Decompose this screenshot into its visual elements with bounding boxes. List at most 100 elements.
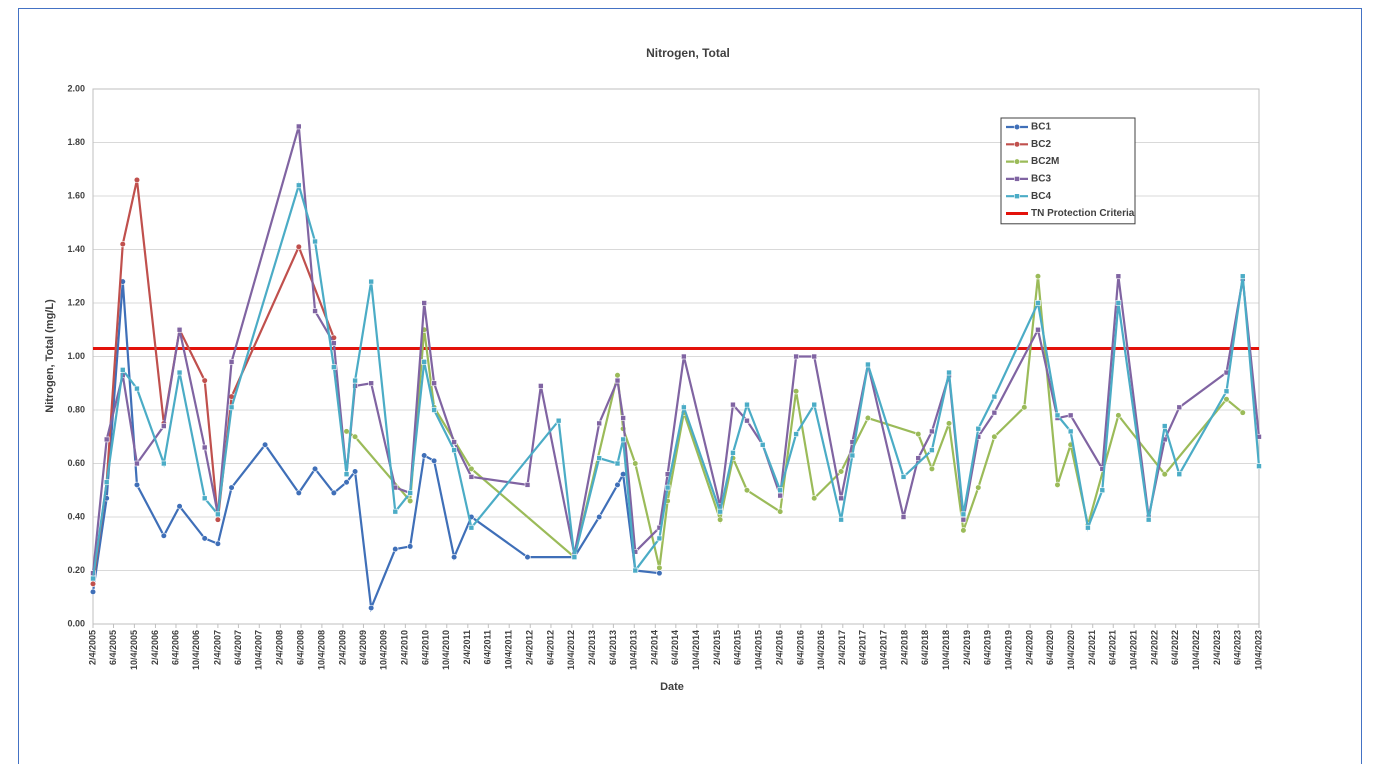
marker bbox=[656, 535, 663, 542]
legend-label: BC2 bbox=[1031, 139, 1051, 150]
marker bbox=[1115, 273, 1122, 280]
marker bbox=[555, 417, 562, 424]
marker bbox=[596, 455, 602, 461]
x-tick-label: 6/4/2010 bbox=[420, 630, 430, 665]
marker bbox=[1085, 524, 1091, 531]
marker bbox=[1099, 487, 1106, 494]
x-tick-label: 2/4/2009 bbox=[337, 630, 347, 665]
x-tick-label: 2/4/2012 bbox=[525, 630, 535, 665]
legend-marker bbox=[1014, 193, 1020, 199]
marker bbox=[717, 508, 723, 515]
marker bbox=[201, 495, 208, 502]
marker bbox=[929, 428, 935, 435]
x-tick-label: 6/4/2012 bbox=[545, 630, 555, 665]
x-tick-label: 2/4/2010 bbox=[400, 630, 410, 665]
marker bbox=[1067, 428, 1074, 435]
marker bbox=[614, 460, 621, 467]
marker bbox=[161, 423, 167, 429]
marker bbox=[915, 455, 922, 461]
x-tick-label: 2/4/2015 bbox=[712, 630, 722, 665]
y-tick-label: 2.00 bbox=[67, 83, 85, 93]
x-tick-label: 2/4/2005 bbox=[87, 630, 97, 665]
marker bbox=[1035, 326, 1041, 333]
marker bbox=[614, 372, 621, 379]
marker bbox=[451, 554, 458, 561]
marker bbox=[368, 380, 374, 387]
marker bbox=[331, 364, 337, 371]
marker bbox=[1223, 396, 1230, 403]
legend-label: BC3 bbox=[1031, 174, 1051, 185]
x-tick-label: 2/4/2018 bbox=[900, 630, 910, 665]
marker bbox=[743, 487, 751, 494]
marker bbox=[407, 490, 413, 496]
legend-label: BC2M bbox=[1031, 156, 1059, 167]
marker bbox=[176, 503, 183, 510]
x-tick-label: 10/4/2015 bbox=[754, 630, 764, 670]
marker bbox=[538, 383, 544, 389]
marker bbox=[524, 482, 531, 488]
marker bbox=[160, 532, 167, 539]
x-tick-label: 10/4/2012 bbox=[566, 630, 576, 670]
marker bbox=[119, 241, 126, 248]
x-axis-label: Date bbox=[660, 681, 684, 693]
legend-marker bbox=[1013, 123, 1021, 131]
x-tick-label: 6/4/2023 bbox=[1233, 630, 1243, 665]
marker bbox=[214, 540, 221, 547]
marker bbox=[596, 420, 602, 427]
marker bbox=[1176, 404, 1183, 411]
x-tick-label: 6/4/2013 bbox=[608, 630, 618, 665]
x-tick-label: 2/4/2022 bbox=[1150, 630, 1160, 665]
y-tick-label: 0.00 bbox=[67, 618, 85, 628]
marker bbox=[960, 527, 967, 534]
marker bbox=[681, 404, 687, 411]
marker bbox=[837, 468, 845, 475]
x-tick-label: 10/4/2021 bbox=[1128, 630, 1138, 670]
marker bbox=[744, 401, 750, 408]
marker bbox=[134, 460, 140, 467]
marker bbox=[620, 436, 626, 443]
marker bbox=[1115, 300, 1122, 306]
x-tick-label: 2/4/2020 bbox=[1024, 630, 1034, 665]
marker bbox=[351, 468, 359, 475]
legend-label: TN Protection Criteria bbox=[1031, 208, 1135, 219]
y-tick-label: 1.40 bbox=[67, 244, 85, 254]
marker bbox=[620, 415, 626, 421]
y-axis-label: Nitrogen, Total (mg/L) bbox=[44, 299, 56, 413]
marker bbox=[295, 182, 302, 189]
x-tick-label: 10/4/2017 bbox=[879, 630, 889, 670]
marker bbox=[103, 479, 110, 486]
marker bbox=[343, 471, 350, 478]
x-tick-label: 10/4/2018 bbox=[941, 630, 951, 670]
x-tick-label: 10/4/2010 bbox=[441, 630, 451, 670]
marker bbox=[261, 441, 269, 448]
marker bbox=[730, 449, 736, 456]
x-tick-label: 6/4/2021 bbox=[1108, 630, 1118, 665]
marker bbox=[811, 353, 818, 360]
chart-title: Nitrogen, Total bbox=[646, 46, 730, 60]
marker bbox=[103, 436, 110, 443]
marker bbox=[777, 508, 784, 515]
marker bbox=[524, 554, 531, 561]
marker bbox=[90, 575, 96, 582]
marker bbox=[89, 580, 97, 587]
x-tick-label: 2/4/2014 bbox=[650, 630, 660, 665]
marker bbox=[975, 425, 982, 432]
x-tick-label: 2/4/2008 bbox=[275, 630, 285, 665]
x-tick-label: 6/4/2015 bbox=[733, 630, 743, 665]
x-tick-label: 10/4/2009 bbox=[379, 630, 389, 670]
y-tick-label: 0.60 bbox=[67, 458, 85, 468]
marker bbox=[1161, 471, 1168, 478]
marker bbox=[960, 511, 967, 518]
marker bbox=[991, 433, 998, 440]
x-tick-label: 6/4/2018 bbox=[920, 630, 930, 665]
x-tick-label: 10/4/2008 bbox=[316, 630, 326, 670]
marker bbox=[1239, 273, 1246, 280]
marker bbox=[865, 361, 871, 368]
marker bbox=[929, 447, 935, 453]
x-tick-label: 2/4/2006 bbox=[150, 630, 160, 665]
marker bbox=[811, 495, 818, 502]
marker bbox=[1176, 471, 1183, 478]
marker bbox=[215, 511, 221, 518]
marker bbox=[451, 439, 457, 445]
